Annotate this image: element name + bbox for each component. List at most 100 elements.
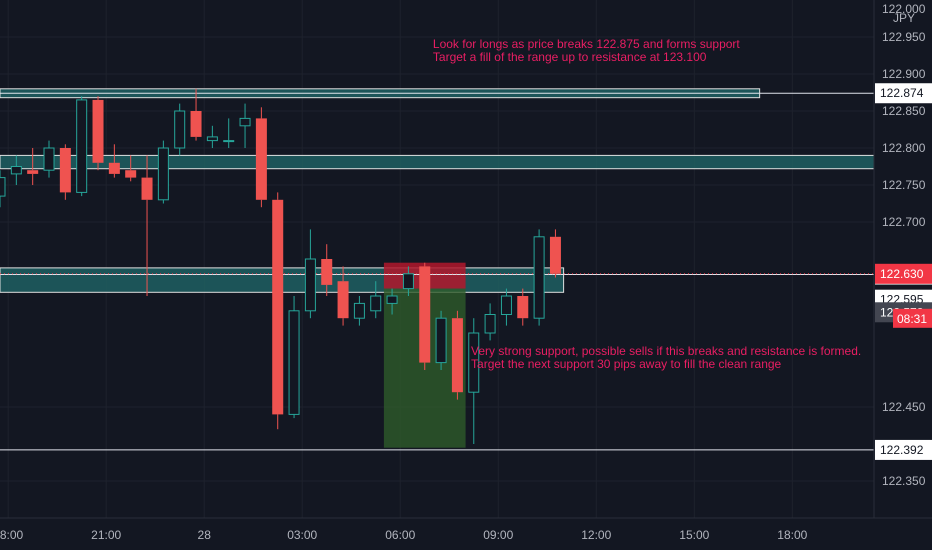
candle-body	[108, 162, 120, 174]
candle-body	[174, 110, 186, 149]
candle-down	[517, 288, 529, 326]
last-price-label-bg	[875, 263, 932, 284]
candle-up	[43, 140, 55, 178]
candle-up	[402, 266, 414, 296]
candle-up	[468, 318, 480, 444]
candle-up	[435, 310, 447, 370]
candle-body	[76, 99, 88, 193]
candle-body	[255, 118, 267, 200]
price-tick-label: 122.700	[882, 215, 926, 229]
candle-down	[321, 244, 333, 296]
candle-up	[223, 118, 235, 148]
candle-down	[92, 96, 104, 171]
candle-body	[190, 111, 202, 137]
candle-up	[304, 229, 316, 319]
annotations: Look for longs as price breaks 122.875 a…	[433, 37, 861, 371]
price-tick-label: 122.850	[882, 104, 926, 118]
price-axis: 122.350 122.450 122.700 122.750 122.800 122.8…	[882, 30, 926, 488]
candle-body	[484, 314, 496, 334]
candle-up	[484, 303, 496, 341]
time-tick-label: 18:00	[0, 528, 24, 542]
candle-body	[206, 136, 218, 142]
candle-body	[288, 310, 300, 415]
currency-label[interactable]: JPY	[893, 11, 915, 25]
candle-up	[370, 281, 382, 319]
candle-body	[272, 199, 284, 415]
candle-down	[255, 107, 267, 208]
candle-body	[92, 99, 104, 163]
candle-down	[419, 262, 431, 370]
candle-body	[239, 117, 251, 127]
candle-up	[157, 140, 169, 204]
candle-down	[451, 310, 463, 400]
candle-body	[370, 295, 382, 312]
candle-body	[27, 170, 39, 174]
candle-up	[288, 296, 300, 419]
candle-down	[125, 155, 137, 182]
candle-up	[500, 288, 512, 326]
candle-body	[435, 317, 447, 364]
candle-body	[533, 236, 545, 319]
candles	[0, 88, 561, 444]
horizontal-lines	[0, 92, 874, 451]
time-tick-label: 21:00	[91, 528, 121, 542]
candle-body	[468, 332, 480, 393]
price-labels: 122.874122.629122.392122.595122.578122.6…	[875, 83, 932, 460]
annotation-1[interactable]: Look for longs as price breaks 122.875 a…	[433, 37, 741, 64]
candle-up	[76, 96, 88, 197]
line-price-label-bg	[875, 83, 932, 104]
line-price-label: 122.392	[875, 439, 932, 460]
annotation-line: Look for longs as price breaks 122.875 a…	[433, 37, 741, 51]
candle-up	[0, 170, 6, 208]
annotation-line: Very strong support, possible sells if t…	[471, 344, 861, 358]
candle-down	[190, 88, 202, 141]
candle-body	[0, 177, 6, 197]
candle-up	[10, 155, 22, 185]
candle-body	[451, 318, 463, 393]
annotation-2[interactable]: Very strong support, possible sells if t…	[471, 344, 861, 371]
time-tick-label: 28	[198, 528, 212, 542]
line-price-label: 122.874	[875, 83, 932, 104]
last-price-label: 122.630	[875, 263, 932, 284]
candle-body	[402, 273, 414, 290]
candle-up	[353, 296, 365, 326]
candle-body	[141, 177, 153, 200]
candle-down	[141, 155, 153, 296]
time-tick-label: 15:00	[679, 528, 709, 542]
line-price-label-text: 122.392	[880, 443, 924, 457]
candle-body	[157, 147, 169, 201]
candle-up	[239, 103, 251, 148]
candle-body	[353, 302, 365, 319]
price-tick-label: 122.350	[882, 474, 926, 488]
time-tick-label: 09:00	[483, 528, 513, 542]
candle-up	[174, 103, 186, 156]
annotation-line: Target a fill of the range up to resista…	[433, 50, 707, 64]
candle-body	[386, 295, 398, 304]
countdown-text: 08:31	[897, 312, 927, 326]
candle-down	[27, 148, 39, 185]
candle-body	[500, 295, 512, 315]
price-tick-label: 122.450	[882, 400, 926, 414]
time-axis-panel[interactable]	[0, 518, 932, 550]
candle-down	[272, 192, 284, 430]
candle-body	[43, 147, 55, 171]
top-partial-tick: 122.000	[882, 2, 926, 16]
price-tick-label: 122.750	[882, 178, 926, 192]
candle-up	[206, 125, 218, 148]
candle-body	[304, 258, 316, 312]
price-tick-label: 122.900	[882, 67, 926, 81]
candle-body	[223, 140, 235, 143]
countdown-label: 08:31	[893, 308, 932, 328]
candle-body	[549, 236, 561, 274]
candle-body	[321, 259, 333, 285]
time-tick-label: 03:00	[287, 528, 317, 542]
candle-body	[10, 166, 22, 175]
price-tick-label: 122.800	[882, 141, 926, 155]
candle-body	[59, 148, 71, 193]
candle-up	[533, 229, 545, 326]
candle-down	[108, 144, 120, 178]
annotation-line: Target the next support 30 pips away to …	[471, 357, 782, 371]
time-axis: 18:00 21:00 28 03:00 06:00 09:00 12:00 15:00 18:…	[0, 528, 808, 542]
countdown-bg	[893, 308, 932, 328]
